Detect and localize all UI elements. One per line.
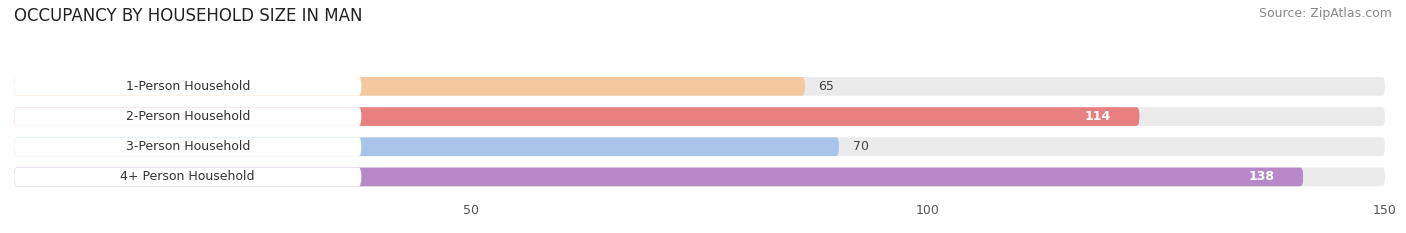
Text: Source: ZipAtlas.com: Source: ZipAtlas.com — [1258, 7, 1392, 20]
FancyBboxPatch shape — [14, 107, 1139, 126]
FancyBboxPatch shape — [14, 77, 361, 96]
FancyBboxPatch shape — [1057, 108, 1139, 125]
Text: 2-Person Household: 2-Person Household — [125, 110, 250, 123]
FancyBboxPatch shape — [14, 77, 361, 96]
Text: 1-Person Household: 1-Person Household — [125, 80, 250, 93]
FancyBboxPatch shape — [14, 168, 361, 186]
Text: 4+ Person Household: 4+ Person Household — [121, 170, 254, 183]
Text: 65: 65 — [818, 80, 835, 93]
FancyBboxPatch shape — [14, 137, 361, 156]
FancyBboxPatch shape — [14, 107, 1385, 126]
FancyBboxPatch shape — [14, 137, 839, 156]
FancyBboxPatch shape — [14, 168, 1303, 186]
Text: 114: 114 — [1085, 110, 1111, 123]
FancyBboxPatch shape — [14, 137, 1385, 156]
Text: 138: 138 — [1249, 170, 1275, 183]
FancyBboxPatch shape — [14, 107, 361, 126]
FancyBboxPatch shape — [14, 77, 804, 96]
Text: OCCUPANCY BY HOUSEHOLD SIZE IN MAN: OCCUPANCY BY HOUSEHOLD SIZE IN MAN — [14, 7, 363, 25]
FancyBboxPatch shape — [14, 137, 361, 156]
FancyBboxPatch shape — [14, 168, 1385, 186]
FancyBboxPatch shape — [14, 107, 361, 126]
FancyBboxPatch shape — [14, 168, 361, 186]
Text: 3-Person Household: 3-Person Household — [125, 140, 250, 153]
FancyBboxPatch shape — [1220, 169, 1303, 185]
FancyBboxPatch shape — [14, 77, 1385, 96]
Text: 70: 70 — [852, 140, 869, 153]
